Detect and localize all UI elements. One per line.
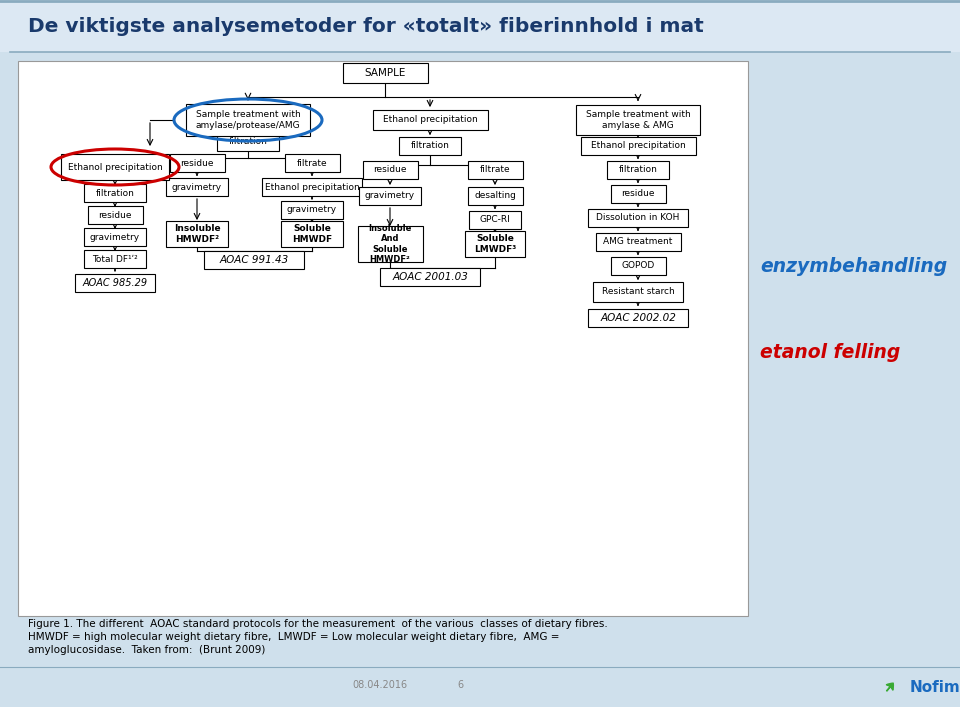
FancyBboxPatch shape xyxy=(75,274,155,292)
Text: residue: residue xyxy=(373,165,407,175)
FancyBboxPatch shape xyxy=(581,137,695,155)
FancyArrowPatch shape xyxy=(886,683,894,691)
Text: Sample treatment with
amylase & AMG: Sample treatment with amylase & AMG xyxy=(586,110,690,129)
FancyBboxPatch shape xyxy=(380,268,480,286)
Text: residue: residue xyxy=(621,189,655,199)
Text: AOAC 985.29: AOAC 985.29 xyxy=(83,278,148,288)
FancyBboxPatch shape xyxy=(363,161,418,179)
FancyBboxPatch shape xyxy=(281,221,343,247)
FancyBboxPatch shape xyxy=(468,161,522,179)
Text: Insoluble
And
Soluble
HMWDF²: Insoluble And Soluble HMWDF² xyxy=(369,224,412,264)
FancyBboxPatch shape xyxy=(343,63,427,83)
Text: Nofima: Nofima xyxy=(910,679,960,694)
Text: etanol felling: etanol felling xyxy=(760,342,900,361)
FancyBboxPatch shape xyxy=(84,228,146,246)
Text: Insoluble
HMWDF²: Insoluble HMWDF² xyxy=(174,224,220,244)
FancyBboxPatch shape xyxy=(576,105,700,135)
Text: gravimetry: gravimetry xyxy=(172,182,222,192)
FancyBboxPatch shape xyxy=(84,250,146,268)
FancyBboxPatch shape xyxy=(166,178,228,196)
Text: Soluble
LMWDF³: Soluble LMWDF³ xyxy=(474,234,516,254)
Text: Figure 1. The different  AOAC standard protocols for the measurement  of the var: Figure 1. The different AOAC standard pr… xyxy=(28,619,608,629)
FancyBboxPatch shape xyxy=(607,161,669,179)
FancyBboxPatch shape xyxy=(595,233,681,251)
FancyBboxPatch shape xyxy=(166,221,228,247)
FancyBboxPatch shape xyxy=(0,0,960,52)
Text: filtration: filtration xyxy=(411,141,449,151)
FancyBboxPatch shape xyxy=(588,309,688,327)
Text: filtrate: filtrate xyxy=(480,165,511,175)
Text: Ethanol precipitation: Ethanol precipitation xyxy=(67,163,162,172)
FancyBboxPatch shape xyxy=(611,257,665,275)
FancyBboxPatch shape xyxy=(84,184,146,202)
FancyBboxPatch shape xyxy=(170,154,225,172)
Text: Total DF¹ʹ²: Total DF¹ʹ² xyxy=(92,255,138,264)
Text: SAMPLE: SAMPLE xyxy=(364,68,406,78)
Text: filtration: filtration xyxy=(618,165,658,175)
FancyBboxPatch shape xyxy=(186,104,310,136)
Text: Sample treatment with
amylase/protease/AMG: Sample treatment with amylase/protease/A… xyxy=(196,110,300,129)
Text: gravimetry: gravimetry xyxy=(287,206,337,214)
Text: amyloglucosidase.  Taken from:  (Brunt 2009): amyloglucosidase. Taken from: (Brunt 200… xyxy=(28,645,265,655)
FancyBboxPatch shape xyxy=(359,187,421,205)
FancyBboxPatch shape xyxy=(465,231,525,257)
FancyBboxPatch shape xyxy=(18,61,748,616)
Text: Soluble
HMWDF: Soluble HMWDF xyxy=(292,224,332,244)
Text: Ethanol precipitation: Ethanol precipitation xyxy=(265,182,359,192)
Text: residue: residue xyxy=(98,211,132,219)
Text: GOPOD: GOPOD xyxy=(621,262,655,271)
Text: Resistant starch: Resistant starch xyxy=(602,288,674,296)
Text: residue: residue xyxy=(180,158,214,168)
Text: gravimetry: gravimetry xyxy=(90,233,140,242)
Text: HMWDF = high molecular weight dietary fibre,  LMWDF = Low molecular weight dieta: HMWDF = high molecular weight dietary fi… xyxy=(28,632,560,642)
FancyBboxPatch shape xyxy=(372,110,488,130)
Text: enzymbehandling: enzymbehandling xyxy=(760,257,948,276)
FancyBboxPatch shape xyxy=(468,187,522,205)
FancyBboxPatch shape xyxy=(357,226,422,262)
FancyBboxPatch shape xyxy=(61,154,169,180)
Text: AOAC 2002.02: AOAC 2002.02 xyxy=(600,313,676,323)
Text: 6: 6 xyxy=(457,680,463,690)
Text: AOAC 2001.03: AOAC 2001.03 xyxy=(392,272,468,282)
FancyBboxPatch shape xyxy=(593,282,683,302)
Text: AOAC 991.43: AOAC 991.43 xyxy=(220,255,289,265)
FancyBboxPatch shape xyxy=(87,206,142,224)
Text: De viktigste analysemetoder for «totalt» fiberinnhold i mat: De viktigste analysemetoder for «totalt»… xyxy=(28,16,704,35)
FancyBboxPatch shape xyxy=(262,178,362,196)
FancyBboxPatch shape xyxy=(588,209,688,227)
Text: 08.04.2016: 08.04.2016 xyxy=(352,680,408,690)
Text: filtration: filtration xyxy=(96,189,134,197)
Text: Ethanol precipitation: Ethanol precipitation xyxy=(383,115,477,124)
FancyBboxPatch shape xyxy=(217,133,279,151)
FancyBboxPatch shape xyxy=(399,137,461,155)
Text: desalting: desalting xyxy=(474,192,516,201)
Text: gravimetry: gravimetry xyxy=(365,192,415,201)
FancyBboxPatch shape xyxy=(281,201,343,219)
Text: GPC-RI: GPC-RI xyxy=(480,216,511,225)
FancyBboxPatch shape xyxy=(469,211,521,229)
Text: AMG treatment: AMG treatment xyxy=(603,238,673,247)
Text: Ethanol precipitation: Ethanol precipitation xyxy=(590,141,685,151)
FancyBboxPatch shape xyxy=(284,154,340,172)
Text: filtration: filtration xyxy=(228,137,268,146)
Text: filtrate: filtrate xyxy=(297,158,327,168)
FancyBboxPatch shape xyxy=(204,251,304,269)
FancyBboxPatch shape xyxy=(611,185,665,203)
Text: Dissolution in KOH: Dissolution in KOH xyxy=(596,214,680,223)
